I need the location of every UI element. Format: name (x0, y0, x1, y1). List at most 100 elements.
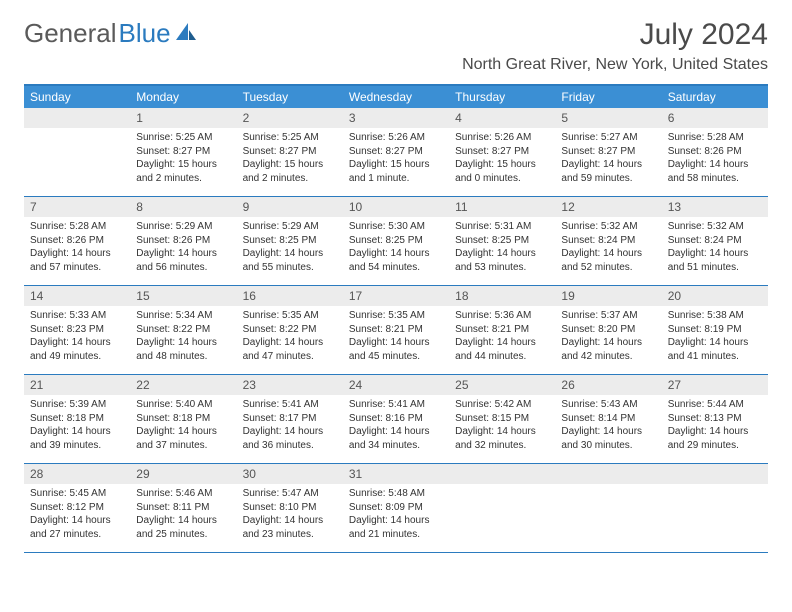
day-body: Sunrise: 5:36 AMSunset: 8:21 PMDaylight:… (449, 306, 555, 369)
sunset-text: Sunset: 8:27 PM (243, 145, 337, 159)
sunset-text: Sunset: 8:21 PM (349, 323, 443, 337)
day-cell: 11Sunrise: 5:31 AMSunset: 8:25 PMDayligh… (449, 197, 555, 285)
day-body: Sunrise: 5:29 AMSunset: 8:26 PMDaylight:… (130, 217, 236, 280)
day-number: 30 (237, 464, 343, 484)
day-body: Sunrise: 5:38 AMSunset: 8:19 PMDaylight:… (662, 306, 768, 369)
sunset-text: Sunset: 8:27 PM (136, 145, 230, 159)
day-cell: 19Sunrise: 5:37 AMSunset: 8:20 PMDayligh… (555, 286, 661, 374)
day-number: 10 (343, 197, 449, 217)
day-cell: 25Sunrise: 5:42 AMSunset: 8:15 PMDayligh… (449, 375, 555, 463)
sunrise-text: Sunrise: 5:26 AM (349, 131, 443, 145)
weekday-wednesday: Wednesday (343, 86, 449, 108)
day-number: 5 (555, 108, 661, 128)
day-number: 11 (449, 197, 555, 217)
day-body: Sunrise: 5:32 AMSunset: 8:24 PMDaylight:… (555, 217, 661, 280)
day-cell: 15Sunrise: 5:34 AMSunset: 8:22 PMDayligh… (130, 286, 236, 374)
daylight-text: Daylight: 14 hours and 29 minutes. (668, 425, 762, 452)
daylight-text: Daylight: 14 hours and 58 minutes. (668, 158, 762, 185)
day-cell: 6Sunrise: 5:28 AMSunset: 8:26 PMDaylight… (662, 108, 768, 196)
sunset-text: Sunset: 8:26 PM (30, 234, 124, 248)
sunrise-text: Sunrise: 5:36 AM (455, 309, 549, 323)
sunrise-text: Sunrise: 5:29 AM (136, 220, 230, 234)
location-text: North Great River, New York, United Stat… (462, 56, 768, 74)
sunrise-text: Sunrise: 5:39 AM (30, 398, 124, 412)
day-body: Sunrise: 5:29 AMSunset: 8:25 PMDaylight:… (237, 217, 343, 280)
sunset-text: Sunset: 8:16 PM (349, 412, 443, 426)
day-cell: 14Sunrise: 5:33 AMSunset: 8:23 PMDayligh… (24, 286, 130, 374)
sunset-text: Sunset: 8:24 PM (668, 234, 762, 248)
day-number: 2 (237, 108, 343, 128)
day-body: Sunrise: 5:34 AMSunset: 8:22 PMDaylight:… (130, 306, 236, 369)
sunrise-text: Sunrise: 5:25 AM (136, 131, 230, 145)
sunrise-text: Sunrise: 5:40 AM (136, 398, 230, 412)
day-number: 12 (555, 197, 661, 217)
sunrise-text: Sunrise: 5:31 AM (455, 220, 549, 234)
week-row: 14Sunrise: 5:33 AMSunset: 8:23 PMDayligh… (24, 286, 768, 375)
sunset-text: Sunset: 8:25 PM (243, 234, 337, 248)
day-number: 17 (343, 286, 449, 306)
sunset-text: Sunset: 8:14 PM (561, 412, 655, 426)
day-cell: 9Sunrise: 5:29 AMSunset: 8:25 PMDaylight… (237, 197, 343, 285)
daylight-text: Daylight: 14 hours and 41 minutes. (668, 336, 762, 363)
daylight-text: Daylight: 14 hours and 52 minutes. (561, 247, 655, 274)
sunset-text: Sunset: 8:12 PM (30, 501, 124, 515)
day-body (449, 484, 555, 493)
sunset-text: Sunset: 8:22 PM (243, 323, 337, 337)
sunrise-text: Sunrise: 5:37 AM (561, 309, 655, 323)
day-body: Sunrise: 5:25 AMSunset: 8:27 PMDaylight:… (237, 128, 343, 191)
sunset-text: Sunset: 8:27 PM (349, 145, 443, 159)
day-body: Sunrise: 5:26 AMSunset: 8:27 PMDaylight:… (343, 128, 449, 191)
sunset-text: Sunset: 8:23 PM (30, 323, 124, 337)
day-number: . (555, 464, 661, 484)
day-number: 23 (237, 375, 343, 395)
day-body: Sunrise: 5:35 AMSunset: 8:21 PMDaylight:… (343, 306, 449, 369)
day-body: Sunrise: 5:35 AMSunset: 8:22 PMDaylight:… (237, 306, 343, 369)
day-number: 18 (449, 286, 555, 306)
day-cell: 3Sunrise: 5:26 AMSunset: 8:27 PMDaylight… (343, 108, 449, 196)
day-cell: 23Sunrise: 5:41 AMSunset: 8:17 PMDayligh… (237, 375, 343, 463)
day-number: 7 (24, 197, 130, 217)
sunrise-text: Sunrise: 5:30 AM (349, 220, 443, 234)
day-cell: 26Sunrise: 5:43 AMSunset: 8:14 PMDayligh… (555, 375, 661, 463)
day-cell: 20Sunrise: 5:38 AMSunset: 8:19 PMDayligh… (662, 286, 768, 374)
day-number: 9 (237, 197, 343, 217)
sunset-text: Sunset: 8:26 PM (668, 145, 762, 159)
day-number: . (24, 108, 130, 128)
daylight-text: Daylight: 15 hours and 2 minutes. (243, 158, 337, 185)
sunrise-text: Sunrise: 5:32 AM (668, 220, 762, 234)
sunrise-text: Sunrise: 5:46 AM (136, 487, 230, 501)
day-cell: 1Sunrise: 5:25 AMSunset: 8:27 PMDaylight… (130, 108, 236, 196)
sunset-text: Sunset: 8:18 PM (136, 412, 230, 426)
day-number: 8 (130, 197, 236, 217)
day-body: Sunrise: 5:41 AMSunset: 8:16 PMDaylight:… (343, 395, 449, 458)
daylight-text: Daylight: 14 hours and 45 minutes. (349, 336, 443, 363)
week-row: 7Sunrise: 5:28 AMSunset: 8:26 PMDaylight… (24, 197, 768, 286)
day-number: . (449, 464, 555, 484)
day-cell: 21Sunrise: 5:39 AMSunset: 8:18 PMDayligh… (24, 375, 130, 463)
day-cell: 7Sunrise: 5:28 AMSunset: 8:26 PMDaylight… (24, 197, 130, 285)
sunrise-text: Sunrise: 5:47 AM (243, 487, 337, 501)
weeks-container: .1Sunrise: 5:25 AMSunset: 8:27 PMDayligh… (24, 108, 768, 553)
day-cell: 10Sunrise: 5:30 AMSunset: 8:25 PMDayligh… (343, 197, 449, 285)
daylight-text: Daylight: 14 hours and 54 minutes. (349, 247, 443, 274)
daylight-text: Daylight: 14 hours and 32 minutes. (455, 425, 549, 452)
daylight-text: Daylight: 15 hours and 0 minutes. (455, 158, 549, 185)
day-cell: 13Sunrise: 5:32 AMSunset: 8:24 PMDayligh… (662, 197, 768, 285)
sunrise-text: Sunrise: 5:27 AM (561, 131, 655, 145)
day-number: . (662, 464, 768, 484)
sunset-text: Sunset: 8:13 PM (668, 412, 762, 426)
daylight-text: Daylight: 14 hours and 48 minutes. (136, 336, 230, 363)
sunrise-text: Sunrise: 5:42 AM (455, 398, 549, 412)
sunrise-text: Sunrise: 5:44 AM (668, 398, 762, 412)
day-number: 14 (24, 286, 130, 306)
sunrise-text: Sunrise: 5:38 AM (668, 309, 762, 323)
day-cell: 27Sunrise: 5:44 AMSunset: 8:13 PMDayligh… (662, 375, 768, 463)
daylight-text: Daylight: 14 hours and 42 minutes. (561, 336, 655, 363)
week-row: 28Sunrise: 5:45 AMSunset: 8:12 PMDayligh… (24, 464, 768, 553)
day-cell: . (449, 464, 555, 552)
logo-text-blue: Blue (119, 18, 171, 49)
day-number: 13 (662, 197, 768, 217)
logo: GeneralBlue (24, 18, 197, 49)
day-body: Sunrise: 5:27 AMSunset: 8:27 PMDaylight:… (555, 128, 661, 191)
day-body: Sunrise: 5:26 AMSunset: 8:27 PMDaylight:… (449, 128, 555, 191)
